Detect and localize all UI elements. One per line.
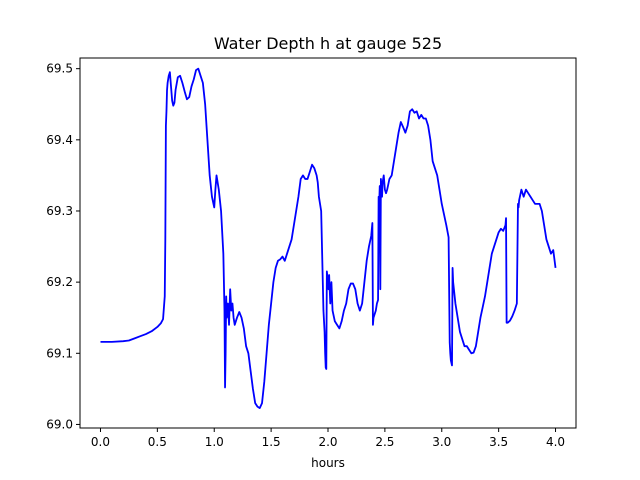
y-tick-label: 69.3 <box>46 204 73 218</box>
y-tick-label: 69.1 <box>46 346 73 360</box>
y-tick-label: 69.0 <box>46 417 73 431</box>
series-line <box>100 67 557 409</box>
plot-frame <box>79 57 577 429</box>
x-tick-label: 1.0 <box>205 435 224 449</box>
x-tick-label: 0.0 <box>91 435 110 449</box>
x-tick-label: 4.0 <box>546 435 565 449</box>
x-tick-label: 1.5 <box>262 435 281 449</box>
x-tick-label: 2.0 <box>318 435 337 449</box>
x-axis-ticks: 0.0 0.5 1.0 1.5 2.0 2.5 3.0 3.5 4.0 <box>91 428 565 449</box>
x-tick-label: 2.5 <box>375 435 394 449</box>
x-tick-label: 3.5 <box>489 435 508 449</box>
x-axis-label: hours <box>311 456 345 470</box>
y-tick-label: 69.5 <box>46 62 73 76</box>
y-tick-label: 69.4 <box>46 133 73 147</box>
y-tick-label: 69.2 <box>46 275 73 289</box>
x-tick-label: 0.5 <box>148 435 167 449</box>
x-tick-label: 3.0 <box>432 435 451 449</box>
chart-title: Water Depth h at gauge 525 <box>214 34 442 53</box>
y-axis-ticks: 69.0 69.1 69.2 69.3 69.4 69.5 <box>46 62 80 431</box>
